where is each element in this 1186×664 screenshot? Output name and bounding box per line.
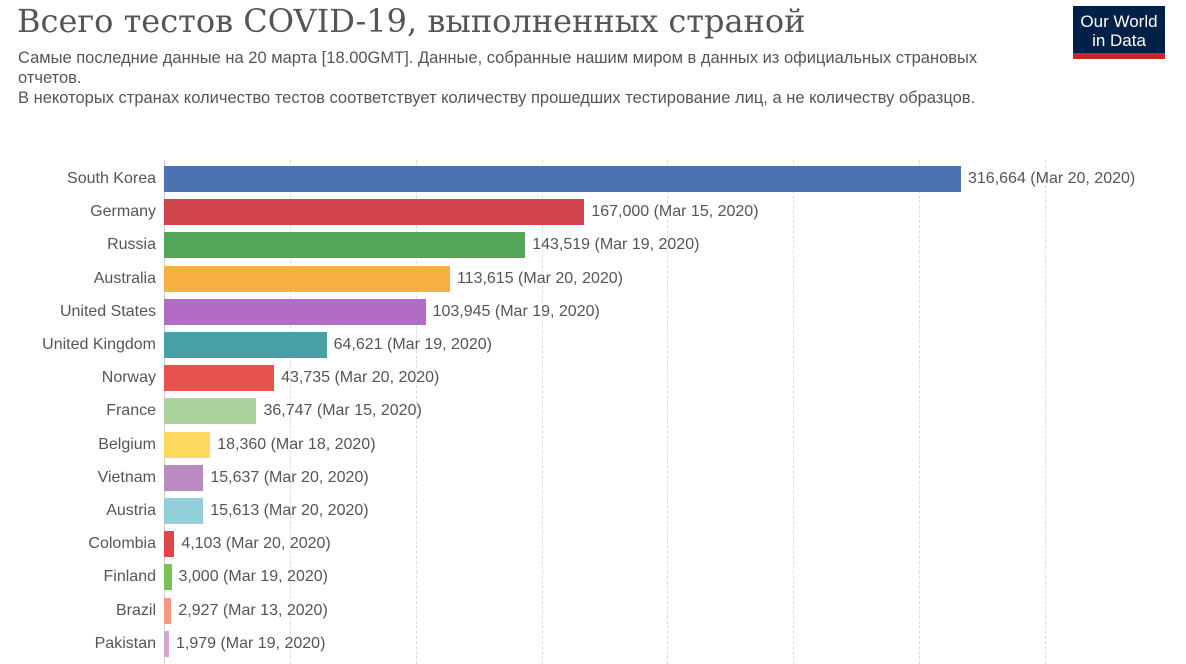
country-label: Colombia <box>88 535 156 553</box>
country-label: Belgium <box>98 435 156 453</box>
country-label: Austria <box>106 502 156 519</box>
logo-line-1: Our World <box>1080 12 1158 31</box>
value-label: 4,103 (Mar 20, 2020) <box>181 535 331 553</box>
country-label: France <box>106 402 156 420</box>
value-label: 2,927 (Mar 13, 2020) <box>178 601 328 619</box>
bar-row[interactable]: Austria 15,613 (Mar 20, 2020) <box>0 498 1186 531</box>
gridline <box>667 160 669 664</box>
country-label: Pakistan <box>94 634 156 652</box>
gridline <box>793 160 795 664</box>
bar[interactable] <box>164 265 450 292</box>
bar-row[interactable]: Vietnam 15,637 (Mar 20, 2020) <box>0 464 1186 498</box>
country-label: Australia <box>93 269 156 287</box>
bar[interactable] <box>164 166 961 192</box>
subtitle-line-1: Самые последние данные на 20 марта [18.0… <box>18 49 978 87</box>
value-label: 167,000 (Mar 15, 2020) <box>591 203 759 221</box>
gridline <box>289 160 291 664</box>
value-label: 113,615 (Mar 20, 2020) <box>456 269 623 287</box>
bar-row[interactable]: Russia 143,519 (Mar 19, 2020) <box>0 232 1186 265</box>
bar-row[interactable]: France 36,747 (Mar 15, 2020) <box>0 398 1186 431</box>
subtitle-line-2: В некоторых странах количество тестов со… <box>18 89 976 107</box>
value-label: 36,747 (Mar 15, 2020) <box>263 402 422 420</box>
bar[interactable] <box>164 332 327 358</box>
bar[interactable] <box>164 431 211 458</box>
country-label: Finland <box>103 568 156 586</box>
value-label: 103,945 (Mar 19, 2020) <box>432 302 600 320</box>
bar[interactable] <box>164 630 169 657</box>
bar-row[interactable]: Pakistan 1,979 (Mar 19, 2020) <box>0 630 1186 664</box>
bar[interactable] <box>164 464 204 491</box>
country-label: United Kingdom <box>42 336 156 353</box>
bar-row[interactable]: Norway 43,735 (Mar 20, 2020) <box>0 365 1186 398</box>
bar[interactable] <box>164 597 172 624</box>
value-label: 316,664 (Mar 20, 2020) <box>968 170 1136 187</box>
bar-row[interactable]: Finland 3,000 (Mar 19, 2020) <box>0 564 1186 597</box>
logo-band <box>1073 53 1165 59</box>
bar[interactable] <box>164 232 526 259</box>
bar[interactable] <box>164 398 257 425</box>
bar[interactable] <box>164 199 585 226</box>
bar-row[interactable]: Belgium 18,360 (Mar 18, 2020) <box>0 431 1186 465</box>
value-label: 18,360 (Mar 18, 2020) <box>217 435 376 453</box>
country-label: Germany <box>90 203 156 221</box>
logo-line-2: in Data <box>1092 31 1146 50</box>
country-label: Brazil <box>115 601 156 619</box>
bar-row[interactable]: United States 103,945 (Mar 19, 2020) <box>0 298 1186 332</box>
chart-title: Всего тестов COVID-19, выполненных стран… <box>17 2 806 40</box>
bar-row[interactable]: United Kingdom 64,621 (Mar 19, 2020) <box>0 332 1186 365</box>
bar-chart: South Korea 316,664 (Mar 20, 2020) Germany… <box>0 160 1186 664</box>
country-label: United States <box>59 302 156 320</box>
bar[interactable] <box>164 564 172 591</box>
country-label: South Korea <box>67 170 156 187</box>
chart-subtitle: Самые последние данные на 20 марта [18.0… <box>18 48 1038 108</box>
bar[interactable] <box>164 498 204 524</box>
gridline <box>541 160 543 664</box>
bar[interactable] <box>164 531 175 558</box>
bar[interactable] <box>164 365 275 392</box>
country-label: Russia <box>107 236 156 254</box>
value-label: 1,979 (Mar 19, 2020) <box>175 634 326 652</box>
value-label: 15,637 (Mar 20, 2020) <box>210 468 369 486</box>
gridline <box>415 160 417 664</box>
bar-row[interactable]: South Korea 316,664 (Mar 20, 2020) <box>0 166 1186 199</box>
country-label: Vietnam <box>97 468 156 486</box>
bar-row[interactable]: Australia 113,615 (Mar 20, 2020) <box>0 265 1186 299</box>
value-label: 3,000 (Mar 19, 2020) <box>178 568 328 586</box>
bar[interactable] <box>164 298 426 325</box>
owid-logo[interactable]: Our World in Data <box>1073 6 1165 59</box>
value-label: 64,621 (Mar 19, 2020) <box>333 336 492 353</box>
bar-row[interactable]: Colombia 4,103 (Mar 20, 2020) <box>0 531 1186 564</box>
value-label: 15,613 (Mar 20, 2020) <box>210 502 369 519</box>
gridline <box>919 160 921 664</box>
gridline <box>1044 160 1046 664</box>
country-label: Norway <box>101 369 156 387</box>
value-label: 143,519 (Mar 19, 2020) <box>532 236 700 254</box>
value-label: 43,735 (Mar 20, 2020) <box>281 369 440 387</box>
bar-row[interactable]: Brazil 2,927 (Mar 13, 2020) <box>0 597 1186 631</box>
bar-row[interactable]: Germany 167,000 (Mar 15, 2020) <box>0 199 1186 232</box>
